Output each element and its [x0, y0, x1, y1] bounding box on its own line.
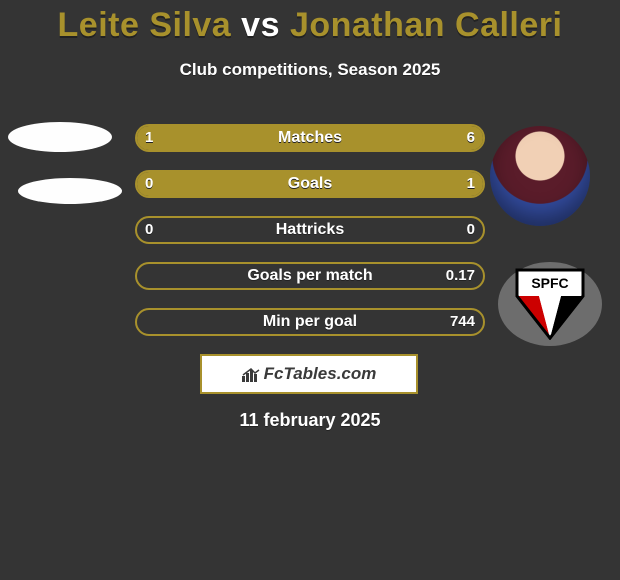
stat-row: 01Goals: [135, 170, 485, 198]
stat-value-left: 1: [145, 124, 153, 152]
stat-row: 0.17Goals per match: [135, 262, 485, 290]
stat-row: 744Min per goal: [135, 308, 485, 336]
fctables-text: FcTables.com: [264, 364, 377, 383]
stat-row: 00Hattricks: [135, 216, 485, 244]
date: 11 february 2025: [0, 410, 620, 431]
stat-value-left: 0: [145, 216, 153, 244]
player2-photo: [490, 126, 590, 226]
fctables-badge[interactable]: FcTables.com: [200, 354, 418, 394]
subtitle: Club competitions, Season 2025: [0, 60, 620, 80]
comparison-title: Leite Silva vs Jonathan Calleri: [0, 6, 620, 45]
stat-track: [135, 216, 485, 244]
stat-value-right: 6: [467, 124, 475, 152]
player1-club-logo-placeholder: [18, 178, 122, 204]
stat-track: [135, 170, 485, 198]
stat-track: [135, 262, 485, 290]
stat-value-right: 0: [467, 216, 475, 244]
stat-value-right: 1: [467, 170, 475, 198]
player1-photo-placeholder: [8, 122, 112, 152]
stat-bars: 16Matches01Goals00Hattricks0.17Goals per…: [135, 124, 485, 354]
stat-row: 16Matches: [135, 124, 485, 152]
title-player1: Leite Silva: [58, 6, 232, 44]
player2-club-logo: SPFC: [498, 262, 602, 346]
title-vs: vs: [241, 6, 280, 44]
spfc-shield-icon: SPFC: [515, 268, 585, 340]
bar-chart-icon: [242, 368, 260, 382]
stat-fill-right: [137, 172, 483, 196]
title-player2: Jonathan Calleri: [290, 6, 563, 44]
stat-value-left: 0: [145, 170, 153, 198]
stat-value-right: 0.17: [446, 262, 475, 290]
stat-track: [135, 308, 485, 336]
stat-track: [135, 124, 485, 152]
svg-text:SPFC: SPFC: [531, 275, 568, 291]
stat-fill-right: [186, 126, 483, 150]
stat-value-right: 744: [450, 308, 475, 336]
